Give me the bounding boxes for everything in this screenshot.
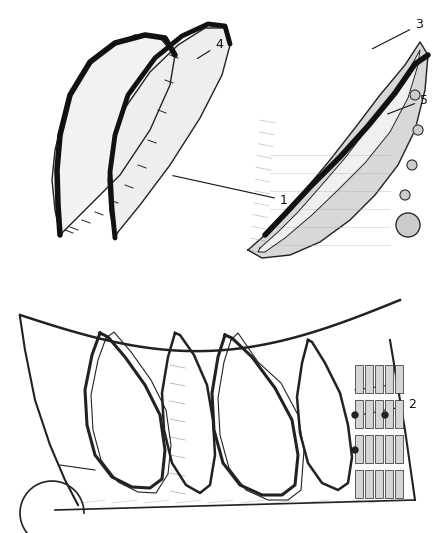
Polygon shape: [108, 28, 230, 238]
Bar: [395, 365, 403, 393]
Bar: [395, 435, 403, 463]
Circle shape: [413, 125, 423, 135]
Bar: [355, 400, 363, 428]
Bar: [365, 400, 373, 428]
Bar: [375, 435, 383, 463]
Bar: [385, 400, 393, 428]
Circle shape: [396, 213, 420, 237]
Bar: [385, 435, 393, 463]
Bar: [355, 365, 363, 393]
Bar: [365, 435, 373, 463]
Bar: [395, 400, 403, 428]
Bar: [365, 365, 373, 393]
Text: 1: 1: [173, 175, 288, 206]
Circle shape: [382, 412, 388, 418]
Bar: [355, 470, 363, 498]
Bar: [375, 400, 383, 428]
Text: 2: 2: [363, 399, 416, 415]
Text: 5: 5: [388, 93, 428, 114]
Bar: [375, 365, 383, 393]
Circle shape: [352, 412, 358, 418]
Circle shape: [352, 447, 358, 453]
Bar: [395, 470, 403, 498]
Bar: [385, 470, 393, 498]
Polygon shape: [248, 42, 428, 258]
Bar: [375, 470, 383, 498]
Circle shape: [407, 160, 417, 170]
Polygon shape: [258, 50, 420, 252]
Circle shape: [400, 190, 410, 200]
Polygon shape: [52, 35, 175, 235]
Bar: [365, 470, 373, 498]
Text: 4: 4: [198, 38, 223, 59]
Circle shape: [410, 90, 420, 100]
Bar: [385, 365, 393, 393]
Text: 3: 3: [372, 19, 423, 49]
Bar: [355, 435, 363, 463]
